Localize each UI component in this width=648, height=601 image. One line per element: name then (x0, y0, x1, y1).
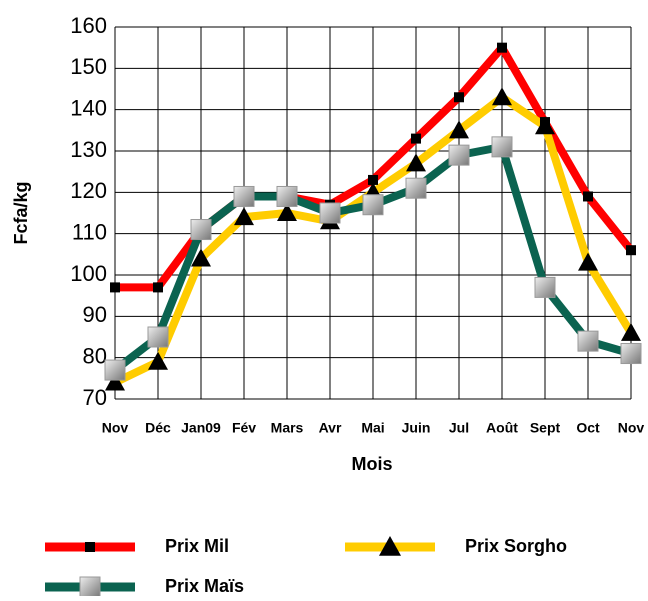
x-tick-label: Sept (530, 420, 561, 436)
marker (276, 185, 298, 207)
x-tick-label: Jan09 (181, 420, 221, 436)
x-axis-label: Mois (351, 454, 392, 474)
marker (492, 87, 512, 106)
y-tick-label: 110 (72, 219, 107, 244)
y-tick-label: 90 (83, 302, 107, 327)
y-tick-label: 130 (70, 137, 107, 162)
marker (454, 92, 464, 103)
marker (448, 144, 470, 166)
marker (79, 576, 101, 598)
y-tick-label: 80 (83, 343, 107, 368)
x-tick-label: Mars (271, 420, 304, 436)
marker (583, 191, 593, 202)
marker (277, 203, 297, 221)
y-tick-label: 100 (70, 261, 107, 286)
marker (147, 326, 169, 348)
x-tick-label: Oct (576, 420, 600, 436)
marker (406, 153, 426, 172)
marker (411, 133, 421, 144)
marker (405, 177, 427, 199)
marker (105, 372, 125, 391)
y-tick-label: 150 (70, 54, 107, 79)
x-tick-label: Déc (145, 420, 171, 436)
marker (620, 343, 642, 365)
marker (379, 536, 401, 556)
marker (148, 351, 168, 370)
x-tick-label: Mai (361, 420, 384, 436)
marker (191, 248, 211, 267)
marker (362, 194, 384, 216)
x-tick-label: Juin (402, 420, 431, 436)
marker (578, 252, 598, 271)
marker (621, 322, 641, 341)
x-tick-label: Nov (618, 420, 645, 436)
legend-label: Prix Sorgho (465, 536, 567, 556)
x-tick-label: Jul (449, 420, 469, 436)
marker (85, 542, 95, 552)
legend-label: Prix Mil (165, 536, 229, 556)
marker (234, 207, 254, 226)
y-tick-label: 160 (70, 13, 107, 38)
x-tick-label: Août (486, 420, 518, 436)
marker (491, 136, 513, 158)
marker (577, 330, 599, 352)
y-tick-label: 120 (70, 178, 107, 203)
marker (497, 42, 507, 53)
marker (319, 202, 341, 224)
marker (153, 282, 163, 293)
y-tick-label: 140 (70, 95, 107, 120)
marker (626, 245, 636, 256)
marker (449, 120, 469, 139)
marker (110, 282, 120, 293)
y-axis-label: Fcfa/kg (11, 181, 31, 244)
x-tick-label: Fév (232, 420, 256, 436)
legend-label: Prix Maïs (165, 576, 244, 596)
x-tick-label: Avr (319, 420, 342, 436)
marker (368, 174, 378, 185)
marker (534, 276, 556, 298)
x-tick-label: Nov (102, 420, 129, 436)
y-tick-label: 70 (83, 385, 107, 410)
marker (190, 219, 212, 241)
marker (233, 185, 255, 207)
marker (104, 359, 126, 381)
marker (535, 116, 555, 135)
